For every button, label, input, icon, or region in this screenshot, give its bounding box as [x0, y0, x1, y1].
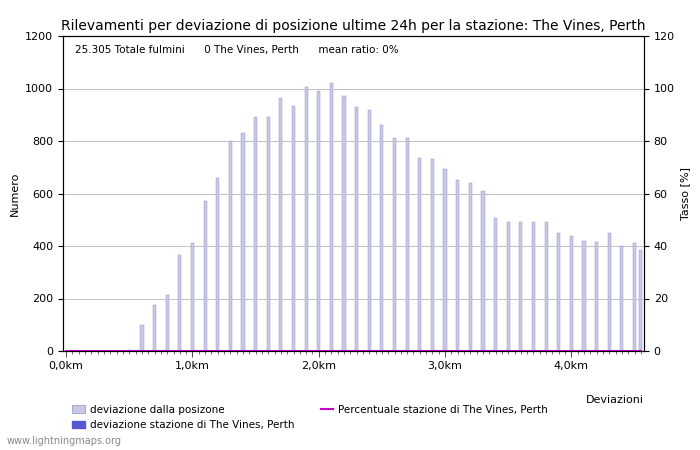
Bar: [431, 159, 434, 351]
Percentuale stazione di The Vines, Perth: [403, 348, 412, 354]
Bar: [582, 241, 586, 351]
Bar: [380, 125, 384, 351]
Percentuale stazione di The Vines, Perth: [510, 348, 519, 354]
Percentuale stazione di The Vines, Perth: [523, 348, 531, 354]
Bar: [127, 350, 131, 351]
Legend: deviazione dalla posizone, deviazione stazione di The Vines, Perth, Percentuale : deviazione dalla posizone, deviazione st…: [68, 400, 552, 434]
Bar: [267, 117, 270, 351]
Bar: [595, 242, 598, 351]
Bar: [494, 218, 497, 351]
Bar: [216, 178, 219, 351]
Bar: [405, 139, 409, 351]
Bar: [633, 243, 636, 351]
Bar: [444, 169, 447, 351]
Bar: [330, 83, 333, 351]
Bar: [279, 98, 283, 351]
Bar: [519, 222, 522, 351]
Bar: [557, 233, 560, 351]
Bar: [254, 117, 257, 351]
Y-axis label: Numero: Numero: [10, 171, 20, 216]
Bar: [456, 180, 459, 351]
Bar: [545, 222, 547, 351]
Text: Deviazioni: Deviazioni: [586, 395, 644, 405]
Bar: [620, 246, 624, 351]
Bar: [469, 183, 472, 351]
Percentuale stazione di The Vines, Perth: [62, 348, 71, 354]
Title: Rilevamenti per deviazione di posizione ultime 24h per la stazione: The Vines, P: Rilevamenti per deviazione di posizione …: [62, 19, 645, 33]
Bar: [292, 106, 295, 351]
Bar: [418, 158, 421, 351]
Bar: [393, 139, 396, 351]
Bar: [355, 107, 358, 351]
Bar: [191, 243, 194, 351]
Bar: [141, 325, 144, 351]
Y-axis label: Tasso [%]: Tasso [%]: [680, 167, 690, 220]
Bar: [368, 109, 371, 351]
Bar: [507, 222, 510, 351]
Bar: [608, 233, 611, 351]
Percentuale stazione di The Vines, Perth: [636, 348, 645, 354]
Percentuale stazione di The Vines, Perth: [485, 348, 494, 354]
Bar: [241, 133, 244, 351]
Bar: [482, 191, 484, 351]
Text: 25.305 Totale fulmini      0 The Vines, Perth      mean ratio: 0%: 25.305 Totale fulmini 0 The Vines, Perth…: [75, 45, 398, 55]
Bar: [166, 295, 169, 351]
Bar: [570, 235, 573, 351]
Bar: [304, 87, 308, 351]
Bar: [229, 141, 232, 351]
Percentuale stazione di The Vines, Perth: [542, 348, 550, 354]
Bar: [153, 305, 156, 351]
Bar: [532, 222, 535, 351]
Percentuale stazione di The Vines, Perth: [517, 348, 525, 354]
Bar: [317, 91, 321, 351]
Bar: [639, 250, 643, 351]
Bar: [178, 255, 181, 351]
Text: www.lightningmaps.org: www.lightningmaps.org: [7, 436, 122, 446]
Bar: [204, 202, 206, 351]
Bar: [342, 96, 346, 351]
